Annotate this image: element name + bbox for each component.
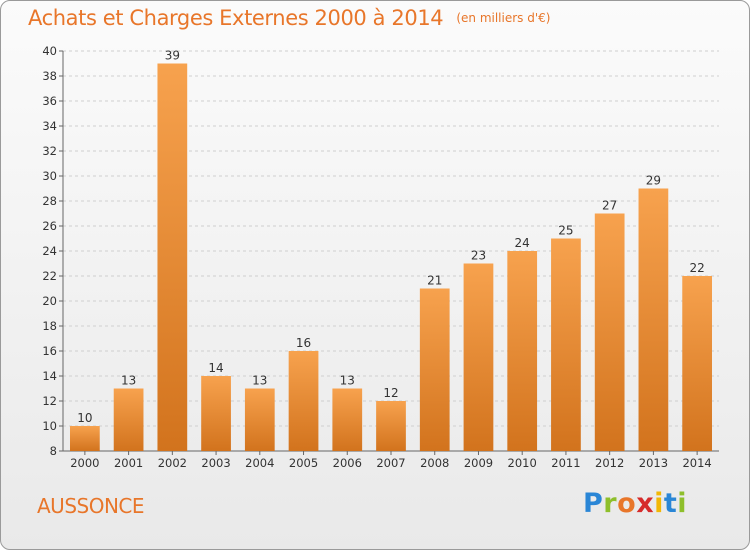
bar-2014	[682, 276, 713, 451]
logo-letter: r	[603, 488, 618, 519]
logo-letter: i	[677, 488, 688, 519]
y-tick-label: 16	[42, 344, 57, 358]
data-labels: 10 13 39 14 13 16 13 12 21 23 24 25 27 29 22	[77, 49, 705, 426]
y-tick-label: 34	[42, 119, 57, 133]
bar-2004	[244, 388, 275, 451]
data-label: 13	[340, 374, 355, 388]
x-tick-label: 2010	[508, 456, 537, 470]
x-tick-label: 2005	[289, 456, 318, 470]
x-tick-label: 2007	[376, 456, 405, 470]
bar-2005	[288, 351, 319, 451]
chart-title-row: Achats et Charges Externes 2000 à 2014 (…	[28, 6, 550, 30]
y-tick-label: 26	[42, 219, 57, 233]
x-tick-label: 2011	[551, 456, 580, 470]
y-tick-label: 22	[42, 269, 57, 283]
y-tick-label: 30	[42, 169, 57, 183]
x-tick-label: 2008	[420, 456, 449, 470]
data-label: 25	[558, 224, 573, 238]
bar-2010	[507, 251, 538, 451]
data-label: 16	[296, 336, 311, 350]
bars	[69, 63, 713, 451]
bar-2008	[419, 288, 450, 451]
bar-2011	[551, 238, 581, 451]
logo-letter: o	[617, 488, 637, 519]
y-tick-label: 18	[42, 319, 57, 333]
data-label: 27	[602, 199, 617, 213]
x-tick-label: 2009	[464, 456, 493, 470]
bar-2013	[638, 188, 669, 451]
y-tick-label: 10	[42, 419, 57, 433]
data-label: 39	[165, 49, 180, 63]
proxiti-logo: Proxiti	[583, 488, 687, 519]
x-tick-label: 2001	[114, 456, 143, 470]
bar-2009	[463, 263, 494, 451]
x-tick-label: 2006	[333, 456, 362, 470]
data-label: 13	[121, 374, 136, 388]
bar-2007	[376, 401, 406, 451]
data-label: 24	[515, 236, 530, 250]
x-tick-label: 2012	[595, 456, 624, 470]
bar-2000	[69, 426, 100, 451]
x-tick-label: 2002	[158, 456, 187, 470]
bar-2012	[594, 213, 625, 451]
logo-letter: i	[654, 488, 664, 519]
data-label: 22	[689, 261, 704, 275]
data-label: 14	[208, 361, 223, 375]
chart-title: Achats et Charges Externes 2000 à 2014	[28, 6, 444, 30]
data-label: 13	[252, 374, 267, 388]
y-tick-label: 28	[42, 194, 57, 208]
y-tick-label: 14	[42, 369, 57, 383]
y-tick-label: 38	[42, 69, 57, 83]
y-tick-label: 32	[42, 144, 57, 158]
logo-letter: t	[663, 488, 678, 519]
logo-letter: x	[636, 488, 655, 519]
city-name: AUSSONCE	[37, 494, 145, 518]
chart-unit: (en milliers d'€)	[456, 11, 551, 25]
logo-letter: P	[583, 488, 604, 519]
x-tick-label: 2003	[201, 456, 230, 470]
data-label: 21	[427, 274, 442, 288]
data-label: 29	[646, 174, 661, 188]
y-tick-label: 40	[42, 44, 57, 58]
bar-2001	[113, 388, 144, 451]
data-label: 23	[471, 249, 486, 263]
bar-2002	[157, 63, 188, 451]
y-tick-label: 24	[42, 244, 57, 258]
y-tick-label: 12	[42, 394, 57, 408]
x-tick-label: 2013	[639, 456, 668, 470]
bar-2006	[332, 388, 363, 451]
data-label: 12	[383, 386, 398, 400]
y-tick-label: 20	[42, 294, 57, 308]
x-tick-label: 2014	[682, 456, 711, 470]
y-tick-label: 8	[50, 444, 57, 458]
x-tick-label: 2000	[70, 456, 99, 470]
data-label: 10	[77, 411, 92, 425]
y-tick-label: 36	[42, 94, 57, 108]
bar-2003	[201, 376, 231, 451]
x-tick-label: 2004	[245, 456, 274, 470]
